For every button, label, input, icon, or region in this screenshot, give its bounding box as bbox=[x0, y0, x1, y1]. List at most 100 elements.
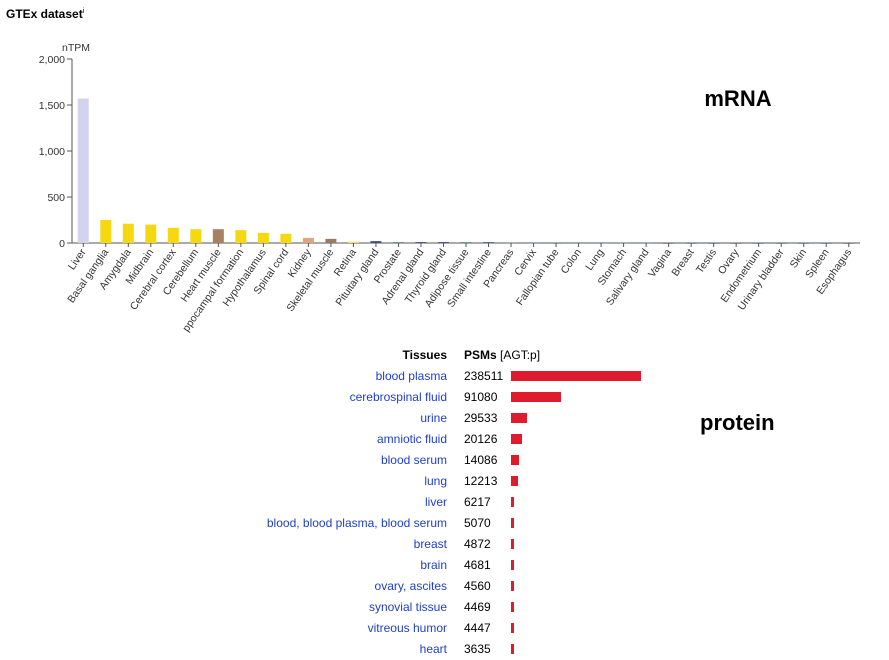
tissue-cell: amniotic fluid bbox=[377, 432, 447, 446]
table-row: vitreous humor 4447 bbox=[0, 618, 889, 639]
bar-prostate bbox=[392, 242, 404, 244]
psm-value: 91080 bbox=[464, 390, 498, 404]
protein-label: protein bbox=[700, 410, 775, 435]
table-row: brain 4681 bbox=[0, 555, 889, 576]
tissue-link[interactable]: lung bbox=[424, 474, 447, 488]
tissue-cell: liver bbox=[425, 495, 447, 509]
bar-basal-ganglia bbox=[100, 220, 112, 243]
tissue-link[interactable]: brain bbox=[420, 558, 447, 572]
table-row: synovial tissue 4469 bbox=[0, 597, 889, 618]
tissues-column-header: Tissues bbox=[402, 348, 447, 362]
psm-value: 3635 bbox=[464, 642, 491, 656]
table-row: cerebrospinal fluid 91080 bbox=[0, 387, 889, 408]
table-row: urine 29533 bbox=[0, 408, 889, 429]
psm-bar bbox=[511, 476, 518, 486]
tissue-link[interactable]: synovial tissue bbox=[368, 600, 447, 614]
psm-bar bbox=[511, 518, 514, 528]
tissue-link[interactable]: ovary, ascites bbox=[374, 579, 447, 593]
psm-bar bbox=[511, 644, 514, 654]
y-tick-label: 0 bbox=[59, 238, 65, 250]
tissue-link[interactable]: breast bbox=[413, 537, 447, 551]
psm-value: 14086 bbox=[464, 453, 498, 467]
bar-spinal-cord bbox=[280, 233, 292, 243]
bar-cerebellum bbox=[190, 229, 202, 243]
x-tick-label: Breast bbox=[669, 247, 696, 279]
table-row: liver 6217 bbox=[0, 492, 889, 513]
bar-heart-muscle bbox=[212, 229, 224, 243]
bar-thyroid-gland bbox=[437, 242, 449, 243]
bar-pituitary-gland bbox=[370, 241, 382, 243]
psm-bar bbox=[511, 455, 519, 465]
tissue-cell: vitreous humor bbox=[368, 621, 447, 635]
table-row: blood, blood plasma, blood serum 5070 bbox=[0, 513, 889, 534]
psm-bar bbox=[511, 497, 515, 507]
tissue-cell: heart bbox=[420, 642, 447, 656]
y-tick-label: 1,000 bbox=[39, 146, 65, 158]
psm-value: 4872 bbox=[464, 537, 491, 551]
mrna-label: mRNA bbox=[704, 86, 771, 111]
bar-liver bbox=[77, 98, 89, 243]
bar-retina bbox=[347, 241, 359, 243]
psm-value: 4681 bbox=[464, 558, 491, 572]
bar-cerebral-cortex bbox=[167, 227, 179, 243]
psm-bar bbox=[511, 539, 514, 549]
tissue-link[interactable]: blood serum bbox=[380, 453, 447, 467]
bar-midbrain bbox=[145, 224, 157, 243]
psm-value: 5070 bbox=[464, 516, 491, 530]
bar-colon bbox=[573, 242, 585, 244]
table-row: blood plasma 238511 bbox=[0, 366, 889, 387]
psm-bar bbox=[511, 623, 514, 633]
bar-small-intestine bbox=[483, 242, 495, 243]
psm-value: 29533 bbox=[464, 411, 498, 425]
y-tick-label: 500 bbox=[47, 192, 65, 204]
tissue-cell: synovial tissue bbox=[369, 600, 447, 614]
tissue-cell: cerebrospinal fluid bbox=[350, 390, 447, 404]
tissue-link[interactable]: vitreous humor bbox=[367, 621, 447, 635]
psm-value: 4469 bbox=[464, 600, 491, 614]
x-tick-label: Colon bbox=[558, 247, 584, 276]
psm-value: 20126 bbox=[464, 432, 498, 446]
bar-hypothalamus bbox=[257, 232, 269, 243]
tissue-cell: ovary, ascites bbox=[375, 579, 447, 593]
tissue-link[interactable]: amniotic fluid bbox=[376, 432, 447, 446]
y-tick-label: 2,000 bbox=[39, 54, 65, 66]
psm-value: 4447 bbox=[464, 621, 491, 635]
psm-value: 238511 bbox=[464, 369, 504, 383]
table-row: amniotic fluid 20126 bbox=[0, 429, 889, 450]
tissue-cell: lung bbox=[424, 474, 447, 488]
bar-lung bbox=[595, 242, 607, 244]
psms-header-label: PSMs bbox=[464, 348, 497, 362]
info-icon[interactable]: i bbox=[82, 8, 85, 15]
table-row: blood serum 14086 bbox=[0, 450, 889, 471]
tissue-cell: breast bbox=[414, 537, 447, 551]
page-title: GTEx dataseti bbox=[6, 7, 84, 21]
tissue-cell: blood plasma bbox=[376, 369, 447, 383]
tissue-link[interactable]: urine bbox=[420, 411, 447, 425]
psm-bar bbox=[511, 413, 528, 423]
tissue-cell: brain bbox=[420, 558, 447, 572]
table-row: ovary, ascites 4560 bbox=[0, 576, 889, 597]
bar-skeletal-muscle bbox=[325, 238, 337, 243]
x-tick-label: Vagina bbox=[646, 247, 674, 280]
tissue-link[interactable]: blood, blood plasma, blood serum bbox=[266, 516, 447, 530]
psms-header-unit: [AGT:p] bbox=[500, 348, 541, 362]
bar-pancreas bbox=[505, 242, 517, 244]
table-row: lung 12213 bbox=[0, 471, 889, 492]
y-axis-unit-label: nTPM bbox=[62, 42, 90, 54]
bar-stomach bbox=[618, 242, 630, 244]
tissue-cell: blood serum bbox=[381, 453, 447, 467]
psm-value: 6217 bbox=[464, 495, 491, 509]
psm-bar bbox=[511, 560, 514, 570]
tissue-link[interactable]: blood plasma bbox=[375, 369, 447, 383]
psm-bar bbox=[511, 392, 561, 402]
psm-value: 12213 bbox=[464, 474, 498, 488]
tissue-link[interactable]: heart bbox=[419, 642, 447, 656]
psm-bar bbox=[511, 434, 522, 444]
bar-hippocampal-formation bbox=[235, 230, 247, 243]
tissue-link[interactable]: liver bbox=[424, 495, 447, 509]
page-title-text: GTEx dataset bbox=[6, 7, 83, 21]
psm-bar bbox=[511, 602, 514, 612]
tissue-link[interactable]: cerebrospinal fluid bbox=[349, 390, 447, 404]
bar-adipose-tissue bbox=[460, 242, 472, 244]
